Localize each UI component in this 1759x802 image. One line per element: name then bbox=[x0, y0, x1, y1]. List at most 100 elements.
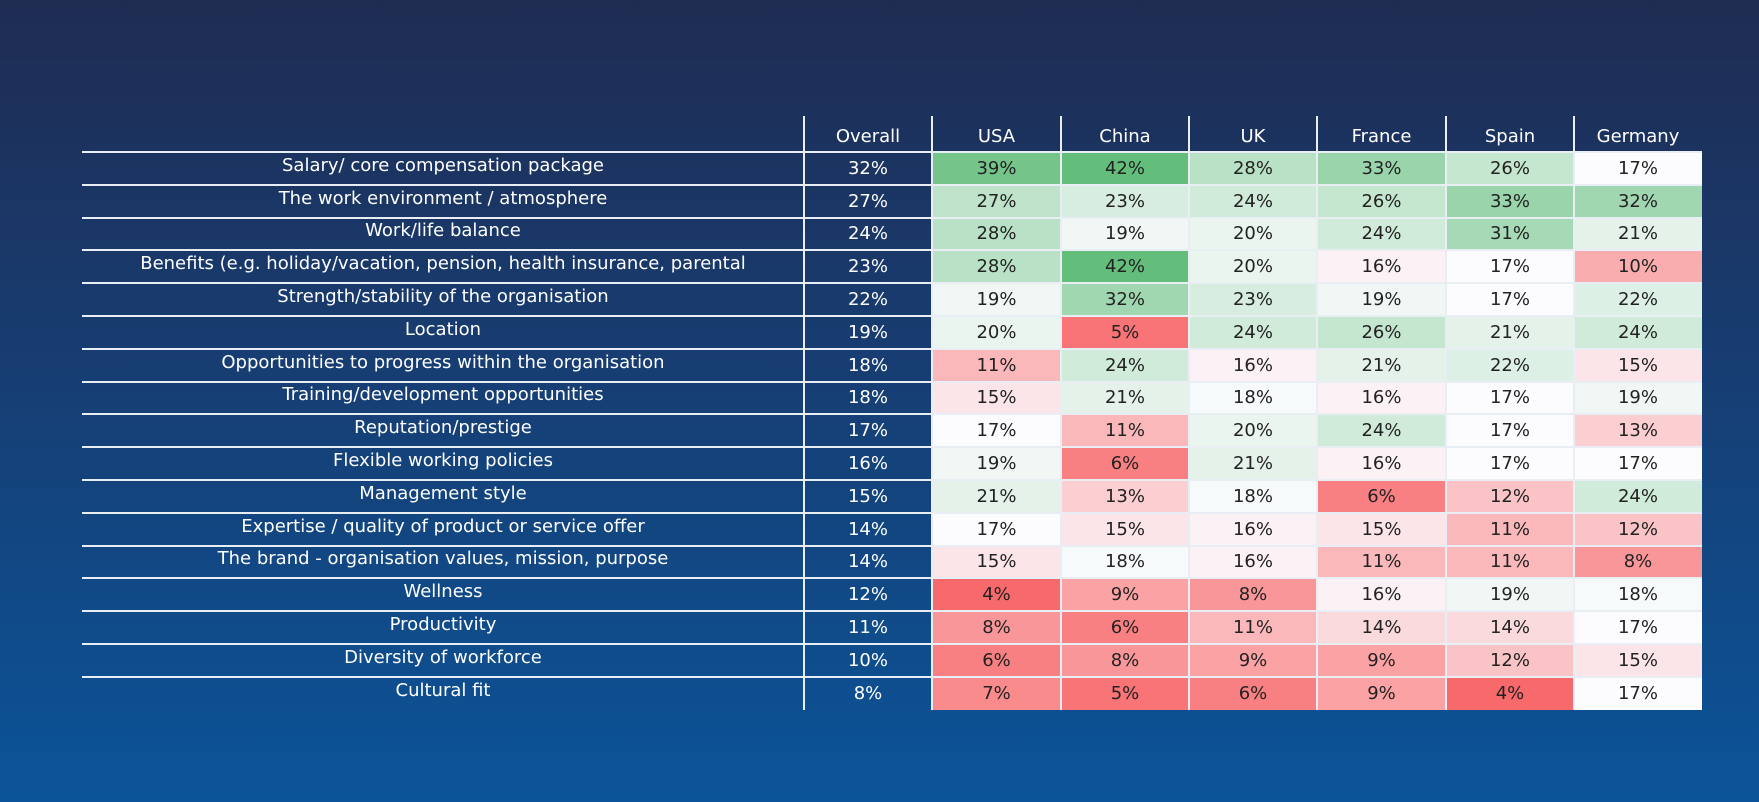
heatmap-cell: 6% bbox=[1317, 480, 1446, 513]
heatmap-cell: 11% bbox=[1317, 545, 1446, 579]
heatmap-cell: 9% bbox=[1317, 644, 1446, 677]
header-divider bbox=[82, 151, 1702, 153]
column-divider bbox=[1316, 116, 1318, 710]
row-divider bbox=[82, 511, 1702, 514]
row-label: Location bbox=[404, 318, 482, 340]
heatmap-cell: 14% bbox=[1317, 611, 1446, 644]
heatmap-cell: 26% bbox=[1446, 152, 1574, 185]
column-divider bbox=[1188, 116, 1190, 710]
column-header-usa: USA bbox=[977, 125, 1016, 147]
heatmap-cell: 19% bbox=[1317, 283, 1446, 316]
heatmap-cell: 11% bbox=[1446, 545, 1574, 579]
heatmap-cell: 17% bbox=[932, 512, 1061, 546]
heatmap-cell: 14% bbox=[1446, 611, 1574, 644]
row-divider bbox=[82, 675, 1702, 678]
heatmap-cell: 11% bbox=[1061, 414, 1189, 448]
row-label: Salary/ core compensation package bbox=[282, 154, 604, 176]
heatmap-cell: 24% bbox=[1574, 480, 1702, 513]
heatmap-cell: 27% bbox=[932, 184, 1061, 218]
heatmap-cell: 16% bbox=[1189, 545, 1317, 579]
heatmap-cell: 19% bbox=[932, 447, 1061, 480]
heatmap-cell: 9% bbox=[1189, 644, 1317, 677]
row-divider bbox=[82, 183, 1702, 186]
column-header-spain: Spain bbox=[1484, 125, 1536, 147]
heatmap-cell: 13% bbox=[1574, 414, 1702, 448]
row-divider bbox=[82, 544, 1702, 547]
heatmap-cell: 8% bbox=[1061, 644, 1189, 677]
overall-value: 14% bbox=[847, 551, 888, 573]
overall-value: 11% bbox=[847, 617, 888, 639]
heatmap-cell: 12% bbox=[1574, 512, 1702, 546]
heatmap-cell: 15% bbox=[1574, 348, 1702, 382]
overall-value: 17% bbox=[847, 420, 888, 442]
row-divider bbox=[82, 216, 1702, 219]
column-divider bbox=[1573, 116, 1575, 710]
overall-value: 23% bbox=[847, 256, 888, 278]
row-divider bbox=[82, 249, 1702, 252]
heatmap-cell: 26% bbox=[1317, 184, 1446, 218]
heatmap-cell: 4% bbox=[1446, 676, 1574, 710]
heatmap-cell: 21% bbox=[1061, 381, 1189, 415]
heatmap-cell: 28% bbox=[932, 250, 1061, 284]
heatmap-cell: 28% bbox=[1189, 152, 1317, 185]
heatmap-cell: 21% bbox=[1446, 316, 1574, 349]
heatmap-cell: 15% bbox=[932, 545, 1061, 579]
row-label: Cultural fit bbox=[395, 679, 491, 701]
heatmap-cell: 19% bbox=[932, 283, 1061, 316]
column-header-overall: Overall bbox=[835, 125, 901, 147]
column-divider bbox=[1060, 116, 1062, 710]
heatmap-cell: 5% bbox=[1061, 676, 1189, 710]
heatmap-cell: 17% bbox=[1446, 381, 1574, 415]
row-divider bbox=[82, 380, 1702, 383]
row-divider bbox=[82, 315, 1702, 317]
column-header-germany: Germany bbox=[1596, 125, 1680, 147]
overall-value: 8% bbox=[853, 682, 883, 704]
heatmap-cell: 15% bbox=[932, 381, 1061, 415]
heatmap-cell: 12% bbox=[1446, 644, 1574, 677]
heatmap-cell: 24% bbox=[1189, 316, 1317, 349]
overall-value: 16% bbox=[847, 453, 888, 475]
heatmap-cell: 17% bbox=[1446, 447, 1574, 480]
overall-value: 19% bbox=[847, 321, 888, 343]
heatmap-cell: 18% bbox=[1061, 545, 1189, 579]
heatmap-cell: 42% bbox=[1061, 250, 1189, 284]
heatmap-cell: 16% bbox=[1189, 348, 1317, 382]
heatmap-cell: 24% bbox=[1574, 316, 1702, 349]
heatmap-cell: 22% bbox=[1446, 348, 1574, 382]
overall-value: 32% bbox=[847, 157, 888, 179]
heatmap-cell: 42% bbox=[1061, 152, 1189, 185]
heatmap-cell: 23% bbox=[1189, 283, 1317, 316]
heatmap-cell: 4% bbox=[932, 578, 1061, 612]
heatmap-cell: 19% bbox=[1061, 217, 1189, 251]
row-label: Benefits (e.g. holiday/vacation, pension… bbox=[140, 253, 746, 275]
heatmap-cell: 39% bbox=[932, 152, 1061, 185]
heatmap-cell: 33% bbox=[1446, 184, 1574, 218]
heatmap-cell: 8% bbox=[932, 611, 1061, 644]
heatmap-cell: 11% bbox=[1446, 512, 1574, 546]
heatmap-cell: 17% bbox=[1574, 611, 1702, 644]
heatmap-cell: 32% bbox=[1061, 283, 1189, 316]
row-divider bbox=[82, 479, 1702, 481]
heatmap-cell: 18% bbox=[1574, 578, 1702, 612]
heatmap-cell: 5% bbox=[1061, 316, 1189, 349]
heatmap-cell: 18% bbox=[1189, 381, 1317, 415]
heatmap-cell: 6% bbox=[1061, 611, 1189, 644]
heatmap-cell: 21% bbox=[1317, 348, 1446, 382]
heatmap-cell: 9% bbox=[1317, 676, 1446, 710]
heatmap-cell: 15% bbox=[1061, 512, 1189, 546]
heatmap-cell: 6% bbox=[1061, 447, 1189, 480]
row-divider bbox=[82, 413, 1702, 416]
overall-value: 22% bbox=[847, 289, 888, 311]
overall-value: 24% bbox=[847, 223, 888, 245]
heatmap-cell: 20% bbox=[932, 316, 1061, 349]
heatmap-cell: 26% bbox=[1317, 316, 1446, 349]
column-header-uk: UK bbox=[1240, 125, 1266, 147]
heatmap-cell: 11% bbox=[932, 348, 1061, 382]
heatmap-cell: 32% bbox=[1574, 184, 1702, 218]
heatmap-cell: 18% bbox=[1189, 480, 1317, 513]
row-label: Expertise / quality of product or servic… bbox=[241, 515, 645, 537]
heatmap-cell: 17% bbox=[932, 414, 1061, 448]
column-divider bbox=[803, 116, 805, 710]
row-divider bbox=[82, 347, 1702, 350]
heatmap-cell: 20% bbox=[1189, 250, 1317, 284]
